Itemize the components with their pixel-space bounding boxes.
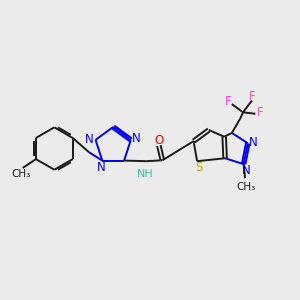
Text: N: N xyxy=(249,136,257,149)
Text: N: N xyxy=(85,133,93,146)
Text: N: N xyxy=(242,164,251,176)
Text: F: F xyxy=(256,106,263,119)
Text: S: S xyxy=(195,161,202,174)
Text: F: F xyxy=(224,95,231,108)
Text: N: N xyxy=(132,132,140,145)
Text: N: N xyxy=(96,160,105,174)
Text: F: F xyxy=(249,90,255,103)
Text: CH₃: CH₃ xyxy=(236,182,255,192)
Text: CH₃: CH₃ xyxy=(12,169,31,179)
Text: NH: NH xyxy=(137,169,154,179)
Text: O: O xyxy=(154,134,164,147)
